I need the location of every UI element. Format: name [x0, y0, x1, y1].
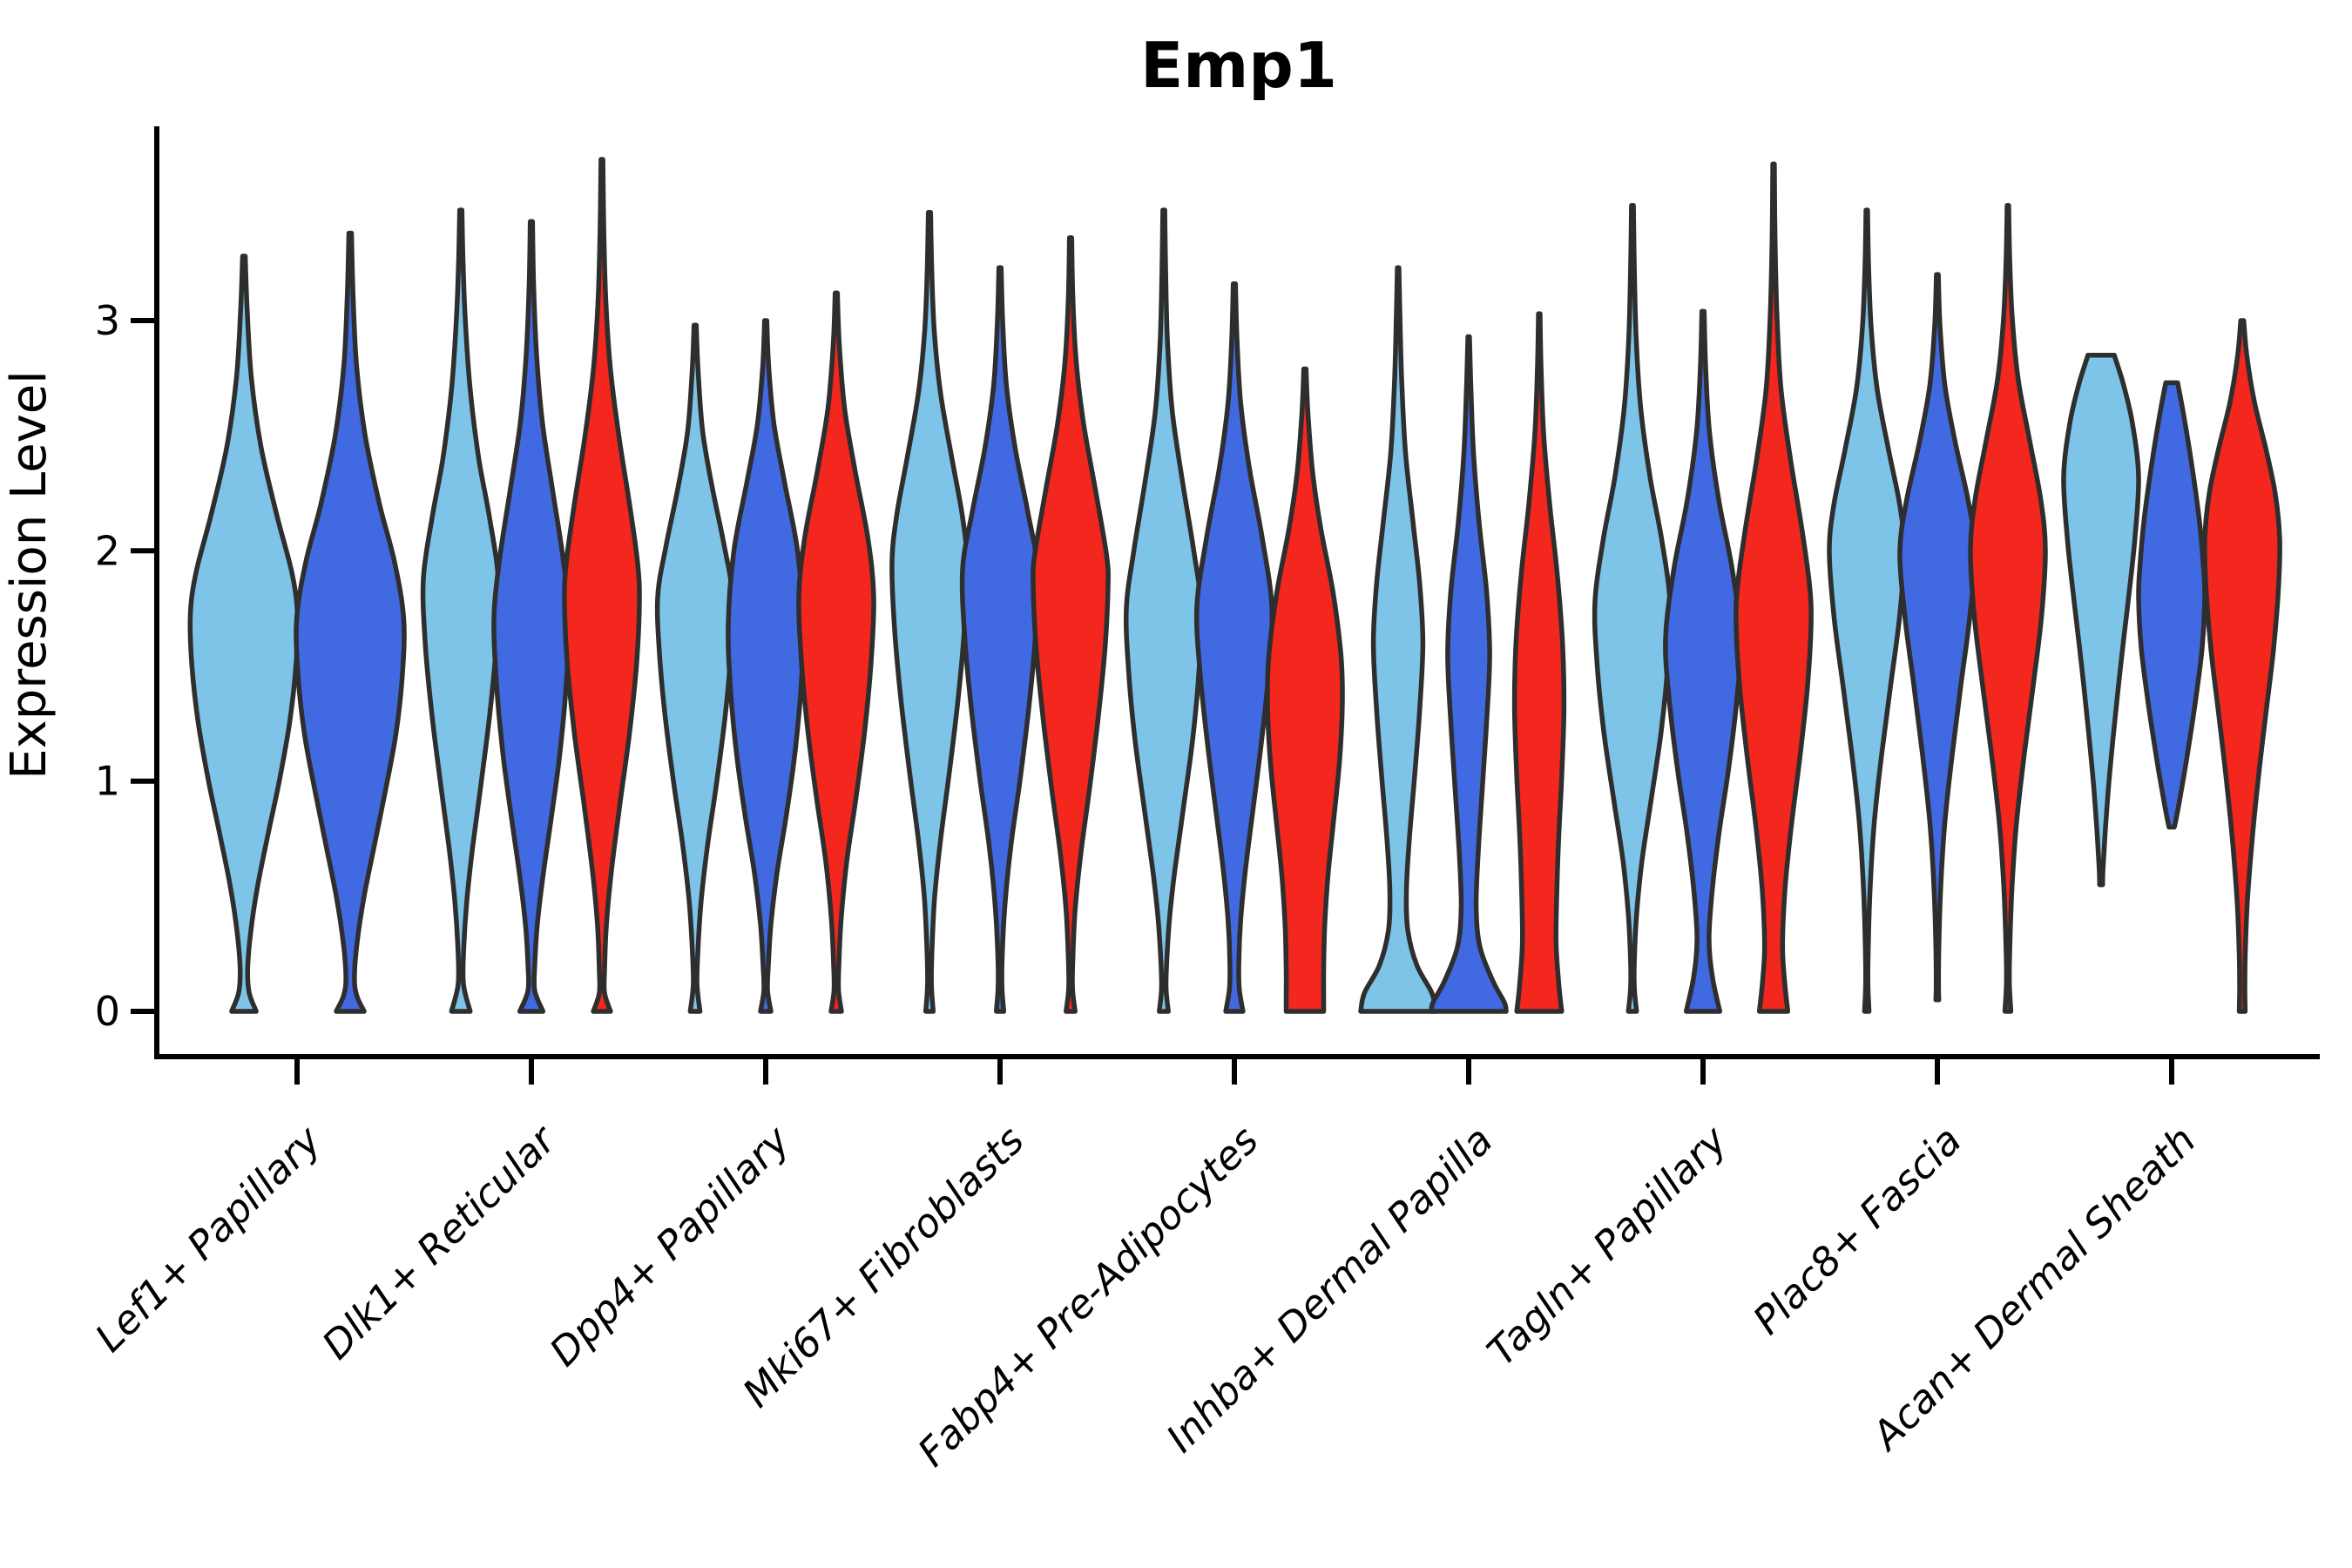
violin-red-cat4: [1265, 366, 1345, 1014]
violin-skyblue-cat1: [420, 207, 502, 1014]
violin-red-cat3: [1031, 235, 1111, 1014]
x-tick-label-dpp4-papillary: Dpp4+ Papillary: [541, 1116, 800, 1375]
violin-red-cat8: [2202, 318, 2282, 1014]
violin-royalblue-cat4: [1193, 280, 1275, 1014]
y-tick-label: 0: [95, 988, 120, 1035]
violin-skyblue-cat8: [2061, 352, 2141, 888]
violin-royalblue-cat1: [491, 219, 571, 1014]
violin-skyblue-cat5: [1358, 265, 1438, 1014]
violin-red-cat5: [1511, 311, 1567, 1014]
violin-red-cat6: [1734, 161, 1814, 1014]
y-tick-label: 1: [95, 758, 120, 805]
violin-skyblue-cat4: [1123, 207, 1205, 1014]
y-tick-label: 3: [95, 297, 120, 344]
x-tick-label-lef1-papillary: Lef1+ Papillary: [86, 1116, 331, 1361]
violin-skyblue-cat7: [1827, 207, 1907, 1014]
violin-royalblue-cat3: [959, 265, 1041, 1014]
violin-skyblue-cat2: [654, 322, 736, 1014]
violin-royalblue-cat7: [1897, 272, 1977, 1003]
violin-red-cat7: [1968, 203, 2048, 1014]
y-tick-label: 2: [95, 527, 120, 574]
violin-red-cat2: [796, 290, 876, 1014]
x-tick-label-dlk1-reticular: Dlk1+ Reticular: [313, 1116, 565, 1369]
violin-skyblue-cat0: [187, 253, 301, 1014]
violin-skyblue-cat3: [889, 210, 970, 1014]
violin-royalblue-cat2: [726, 318, 806, 1014]
violin-layer: [187, 157, 2282, 1014]
violin-royalblue-cat6: [1663, 308, 1743, 1014]
violin-royalblue-cat0: [294, 230, 407, 1014]
y-axis-label: Expression Level: [1, 370, 57, 780]
violin-skyblue-cat6: [1592, 203, 1673, 1014]
x-tick-label-tagln-papillary: Tagln+ Papillary: [1478, 1116, 1737, 1375]
violin-royalblue-cat8: [2136, 380, 2207, 830]
violin-red-cat1: [562, 157, 642, 1014]
chart-title: Emp1: [1140, 29, 1337, 102]
violin-royalblue-cat5: [1429, 334, 1509, 1014]
x-tick-label-plac8-fascia: Plac8+ Fascia: [1744, 1117, 1970, 1343]
